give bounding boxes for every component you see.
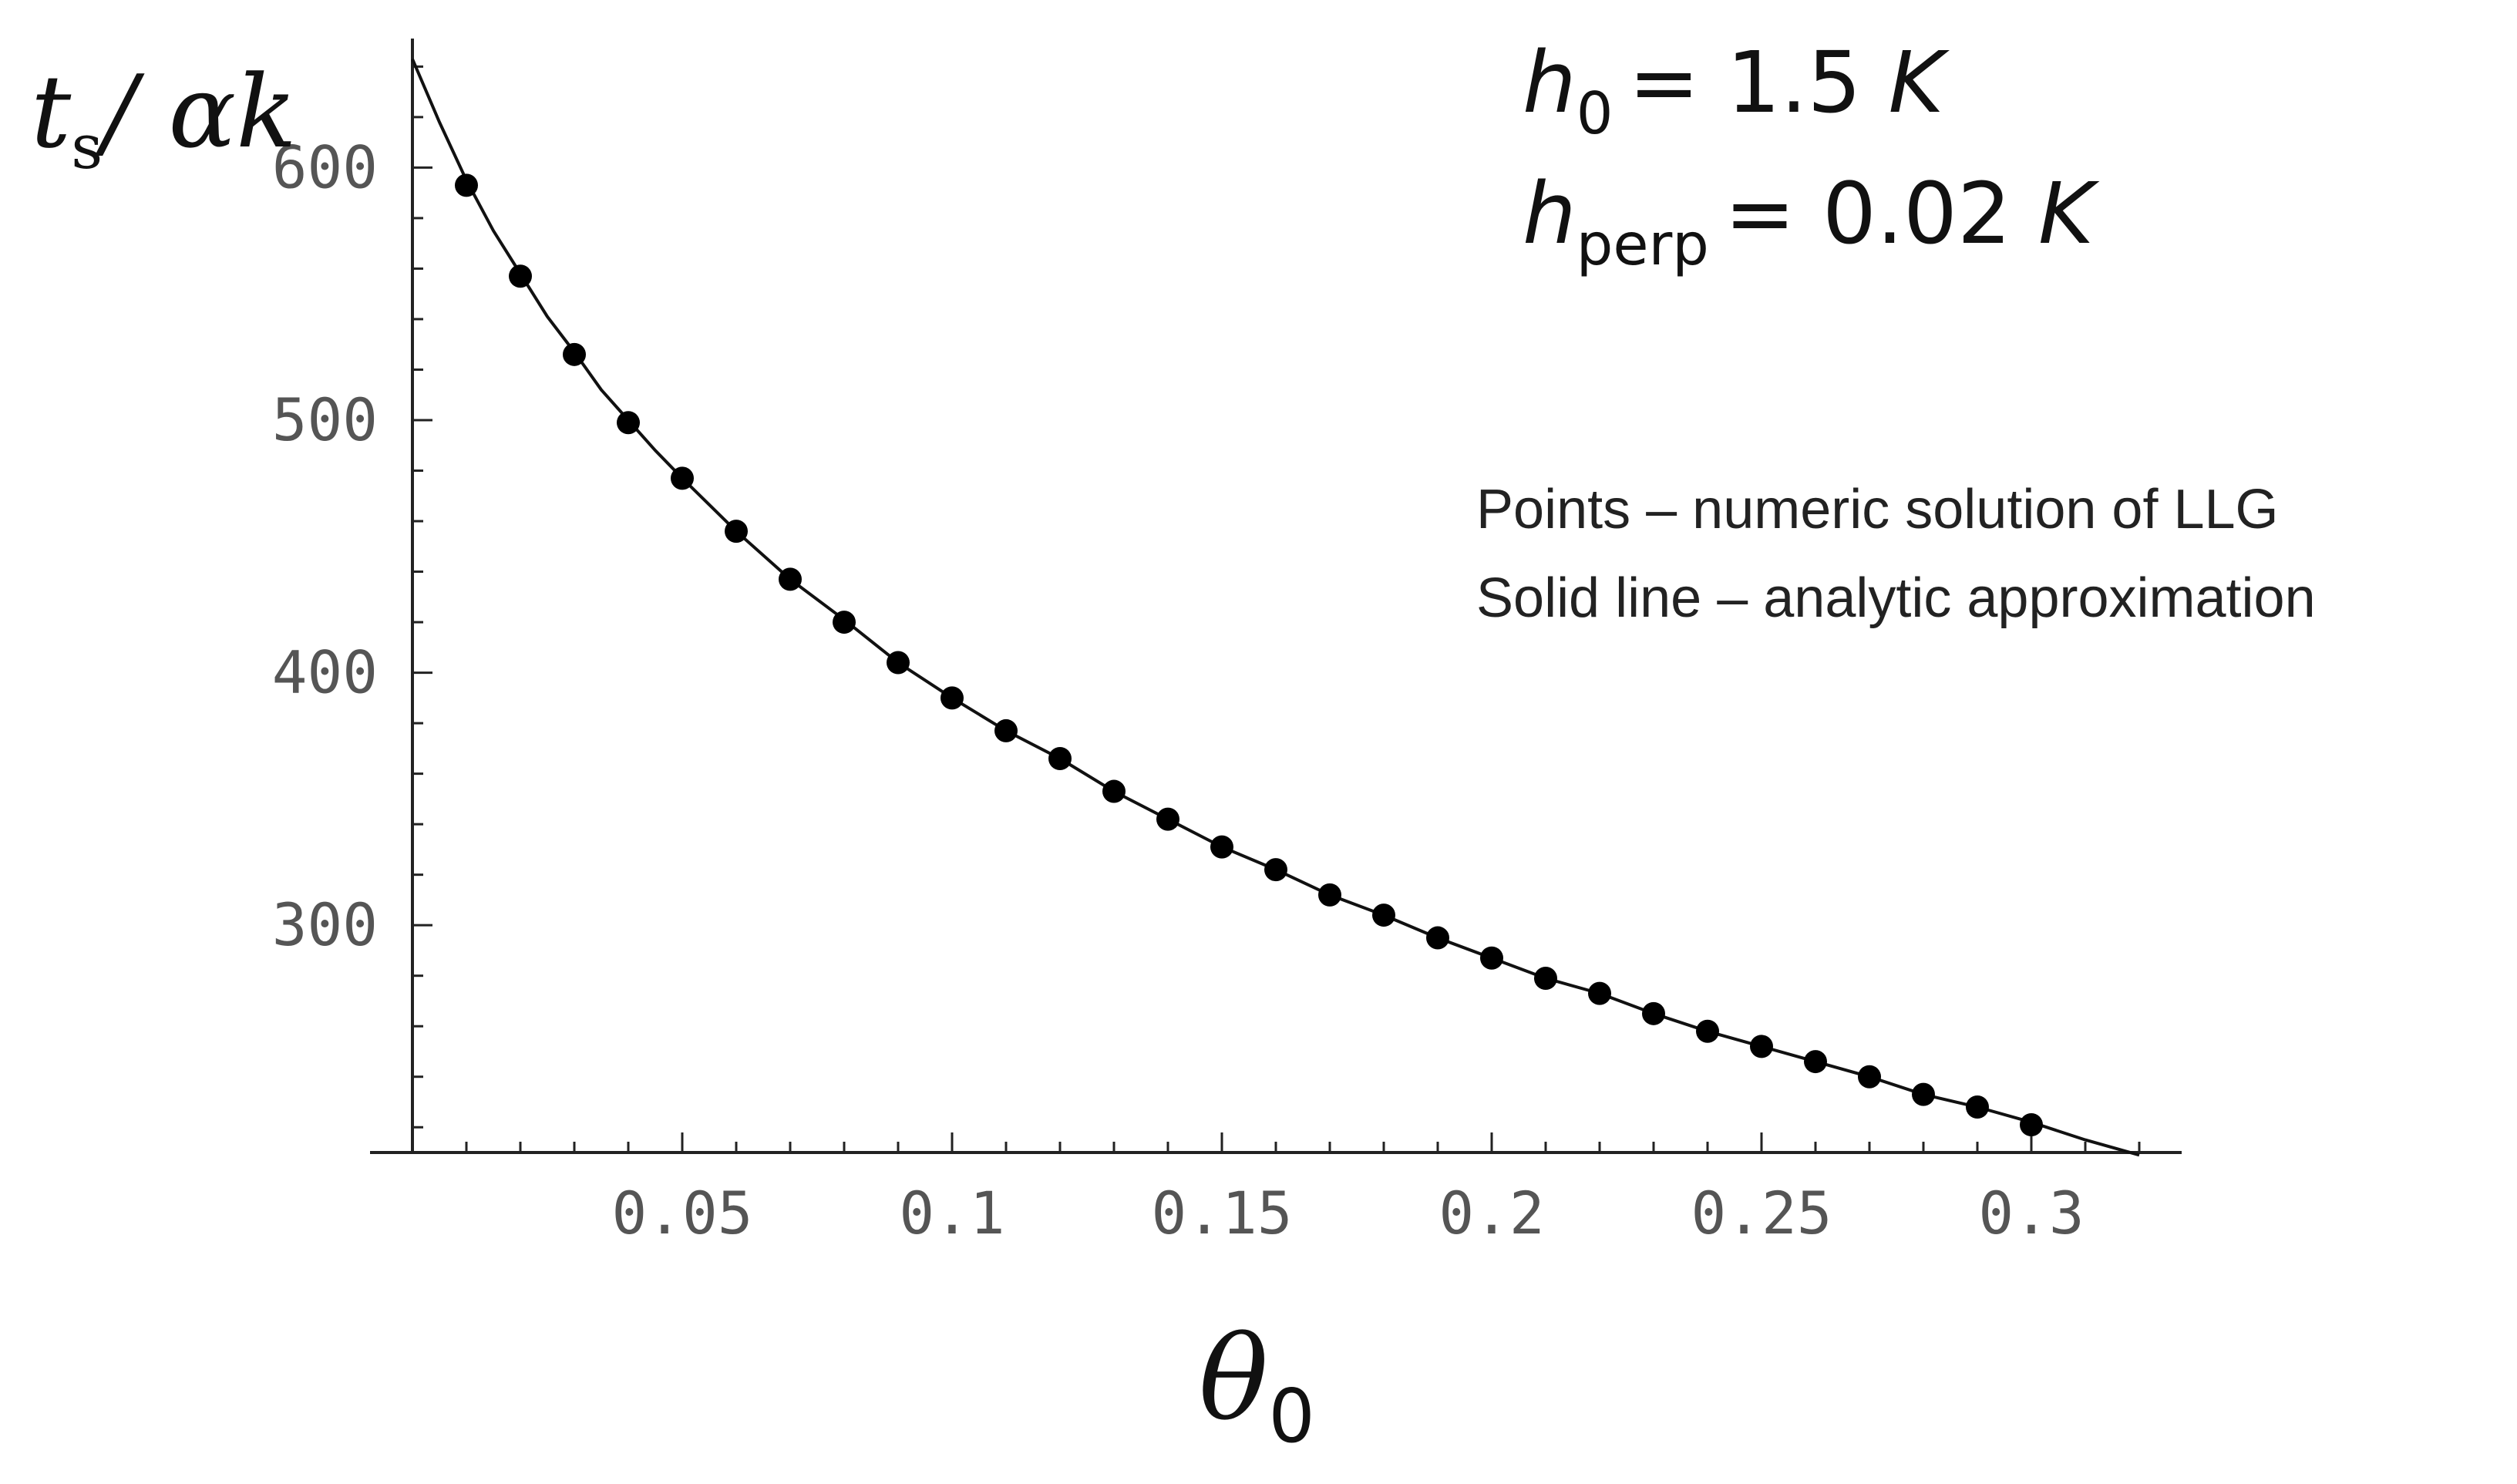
data-point bbox=[833, 611, 856, 634]
data-point bbox=[1426, 926, 1449, 950]
data-point bbox=[1102, 779, 1126, 803]
data-point bbox=[509, 264, 532, 288]
data-point bbox=[455, 173, 478, 197]
data-point bbox=[1156, 807, 1179, 831]
data-point bbox=[887, 651, 910, 675]
y-ticks: 300 400 500 600 bbox=[272, 65, 432, 1129]
data-point bbox=[1264, 858, 1287, 882]
x-tick-label: 0.3 bbox=[1978, 1179, 2084, 1247]
param-hperp-value: = 0.02 bbox=[1725, 164, 2038, 263]
data-point bbox=[994, 718, 1018, 742]
x-tick-label: 0.1 bbox=[899, 1179, 1004, 1247]
data-point bbox=[1750, 1035, 1773, 1058]
data-point bbox=[1372, 904, 1395, 927]
x-label-sub: 0 bbox=[1268, 1375, 1314, 1459]
y-tick-label: 300 bbox=[272, 890, 378, 959]
param-h0: h0 = 1.5 K bbox=[1523, 33, 1950, 147]
data-point bbox=[1480, 946, 1503, 970]
y-axis-label: ts/ αk bbox=[31, 53, 297, 183]
legend-line: Solid line – analytic approximation bbox=[1476, 567, 2316, 629]
data-point bbox=[1048, 746, 1072, 770]
y-label-rest: / αk bbox=[94, 53, 297, 170]
plot-area bbox=[411, 58, 2140, 1157]
x-tick-label: 0.2 bbox=[1439, 1179, 1544, 1247]
data-point bbox=[941, 686, 964, 710]
data-point bbox=[1210, 835, 1233, 859]
y-tick-label: 600 bbox=[272, 133, 378, 201]
data-point bbox=[1912, 1082, 1935, 1106]
x-ticks: 0.05 0.1 0.15 0.2 0.25 0.3 bbox=[465, 1132, 2141, 1247]
y-label-sub: s bbox=[71, 111, 103, 183]
data-point bbox=[1804, 1050, 1827, 1074]
data-point bbox=[2020, 1112, 2043, 1136]
x-axis-label: θ0 bbox=[1199, 1312, 1315, 1459]
data-point bbox=[1858, 1065, 1881, 1089]
x-tick-label: 0.15 bbox=[1151, 1179, 1292, 1247]
data-point bbox=[671, 466, 694, 490]
x-tick-label: 0.25 bbox=[1691, 1179, 1832, 1247]
data-point bbox=[1318, 883, 1341, 907]
data-point bbox=[1966, 1095, 1989, 1119]
data-point bbox=[725, 520, 748, 543]
y-tick-label: 400 bbox=[272, 638, 378, 707]
param-h0-value: = 1.5 bbox=[1628, 33, 1888, 132]
data-point bbox=[563, 342, 586, 366]
param-hperp: hperp = 0.02 K bbox=[1523, 164, 2100, 278]
legend-points: Points – numeric solution of LLG bbox=[1476, 479, 2279, 540]
param-h0-sub: 0 bbox=[1576, 79, 1614, 147]
param-h0-symbol: h bbox=[1523, 33, 1576, 132]
y-label-t: t bbox=[31, 53, 72, 170]
data-point bbox=[1534, 966, 1557, 990]
param-h0-unit: K bbox=[1888, 33, 1950, 132]
x-tick-label: 0.05 bbox=[611, 1179, 752, 1247]
param-hperp-sub: perp bbox=[1576, 210, 1709, 278]
data-point bbox=[1588, 981, 1611, 1005]
data-point bbox=[779, 567, 802, 591]
data-point bbox=[1696, 1019, 1719, 1043]
data-point bbox=[617, 411, 640, 435]
param-hperp-symbol: h bbox=[1523, 164, 1576, 263]
y-tick-label: 500 bbox=[272, 385, 378, 454]
data-point bbox=[1642, 1001, 1665, 1025]
param-hperp-unit: K bbox=[2038, 164, 2100, 263]
x-label-symbol: θ bbox=[1199, 1312, 1268, 1446]
